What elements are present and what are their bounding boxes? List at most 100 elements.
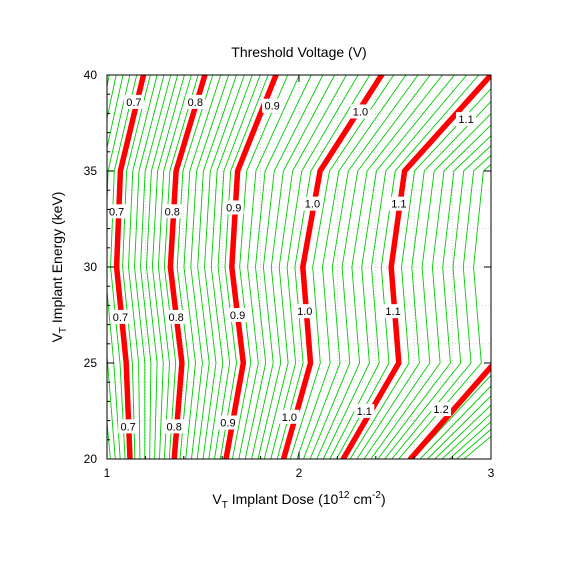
contour-labels: 0.7 0.8 0.9 1.0 1.1 0.7 0.8 0.9 1.0 1.1 0.7 0.8 0.9 1… bbox=[106, 94, 477, 434]
minor-contour-line bbox=[296, 75, 407, 459]
contour-label: 0.7 bbox=[113, 312, 128, 324]
minor-contour-line bbox=[238, 75, 300, 459]
contour-label-bg bbox=[123, 94, 144, 109]
minor-contour-line bbox=[208, 75, 253, 459]
minor-contour-line bbox=[176, 75, 214, 459]
x-title-sub: T bbox=[222, 500, 228, 511]
y-title-prefix: V bbox=[49, 332, 65, 342]
minor-contour-line bbox=[363, 113, 491, 459]
contour-label-bg bbox=[350, 104, 371, 119]
contour-label: 0.7 bbox=[109, 206, 124, 218]
y-title-sub: T bbox=[58, 327, 69, 333]
minor-contour-line bbox=[336, 75, 480, 459]
x-tick-label: 1 bbox=[104, 466, 111, 480]
x-title-prefix: V bbox=[212, 491, 222, 507]
contour-label-bg bbox=[223, 200, 244, 215]
minor-contour-line bbox=[377, 135, 491, 459]
contour-label: 0.7 bbox=[120, 421, 135, 433]
minor-contour-line bbox=[214, 75, 261, 459]
major-contour-0.7 bbox=[113, 75, 147, 459]
minor-contour-line bbox=[190, 75, 230, 459]
contour-label-bg bbox=[388, 196, 409, 211]
major-contour-1.1 bbox=[340, 75, 491, 459]
contour-label-bg bbox=[185, 94, 206, 109]
major-contours bbox=[113, 75, 491, 459]
contour-label-bg bbox=[164, 419, 185, 434]
x-tick-label: 3 bbox=[488, 466, 495, 480]
minor-contour-line bbox=[391, 154, 491, 459]
minor-contour-line bbox=[270, 75, 359, 459]
contour-label-bg bbox=[279, 409, 300, 424]
contour-label: 1.0 bbox=[353, 106, 368, 118]
x-title-unit-sup: -2 bbox=[372, 490, 381, 501]
minor-contour-line bbox=[257, 75, 335, 459]
contour-label-bg bbox=[431, 402, 452, 417]
minor-contour-line bbox=[146, 75, 179, 459]
axis-ticks: 1 2 3 20 25 30 35 40 bbox=[84, 68, 495, 480]
contour-label: 1.0 bbox=[297, 306, 312, 318]
minor-contour-line bbox=[276, 75, 371, 459]
contour-label: 1.1 bbox=[357, 406, 372, 418]
minor-contour-line bbox=[134, 75, 165, 459]
minor-contour-line bbox=[196, 75, 237, 459]
major-contour-0.8 bbox=[167, 75, 208, 459]
contour-label: 0.9 bbox=[220, 418, 235, 430]
minor-contour-line bbox=[412, 374, 491, 459]
contour-label: 1.1 bbox=[385, 306, 400, 318]
x-title-text: Implant Dose (10 bbox=[228, 491, 339, 507]
contour-label-bg bbox=[294, 304, 315, 319]
contour-label-bg bbox=[262, 98, 283, 113]
contour-label-bg bbox=[383, 304, 404, 319]
minor-contour-line bbox=[356, 100, 491, 459]
y-axis-title: VT Implant Energy (keV) bbox=[49, 192, 69, 343]
contour-label-bg bbox=[227, 308, 248, 322]
minor-contour-line bbox=[384, 145, 491, 459]
chart-title: Threshold Voltage (V) bbox=[231, 44, 366, 60]
x-tick-label: 2 bbox=[296, 466, 303, 480]
minor-contour-line bbox=[202, 75, 245, 459]
contour-label-bg bbox=[162, 204, 183, 219]
minor-contour-line bbox=[151, 75, 185, 459]
contour-label: 1.0 bbox=[282, 412, 297, 424]
minor-contour-line bbox=[434, 404, 491, 459]
contour-label: 0.8 bbox=[188, 97, 203, 109]
minor-contour-line bbox=[263, 75, 347, 459]
y-tick-label: 25 bbox=[84, 356, 98, 370]
x-title-close: ) bbox=[381, 491, 386, 507]
contour-label-bg bbox=[110, 309, 131, 324]
contour-label: 1.2 bbox=[433, 404, 448, 416]
minor-contour-line bbox=[157, 75, 192, 459]
contour-label-bg bbox=[302, 196, 323, 211]
minor-contour-line bbox=[316, 75, 443, 459]
x-title-sup: 12 bbox=[338, 490, 350, 501]
contour-label: 0.9 bbox=[226, 202, 241, 214]
contour-label-bg bbox=[118, 419, 139, 434]
minor-contour-line bbox=[244, 75, 312, 459]
minor-contour-line bbox=[370, 124, 491, 459]
contour-label: 0.9 bbox=[230, 310, 245, 322]
minor-contour-line bbox=[183, 75, 222, 459]
minor-contour-line bbox=[289, 75, 395, 459]
contour-label: 0.8 bbox=[168, 312, 183, 324]
minor-contour-line bbox=[349, 88, 491, 459]
contour-label: 0.9 bbox=[264, 101, 279, 113]
y-tick-label: 30 bbox=[84, 260, 98, 274]
minor-contour-line bbox=[122, 75, 151, 459]
y-tick-label: 40 bbox=[84, 68, 98, 82]
minor-contour-line bbox=[303, 75, 419, 459]
minor-contour-line bbox=[107, 75, 131, 459]
minor-contour-line bbox=[419, 385, 491, 459]
minor-contour-line bbox=[463, 435, 491, 459]
y-title-text: Implant Energy (keV) bbox=[49, 192, 65, 327]
major-contour-1.0 bbox=[280, 75, 385, 459]
contour-label: 1.1 bbox=[458, 114, 473, 126]
y-tick-label: 35 bbox=[84, 164, 98, 178]
contour-label: 0.8 bbox=[165, 206, 180, 218]
contour-label-bg bbox=[217, 415, 238, 430]
contour-label: 1.1 bbox=[391, 199, 406, 211]
y-tick-label: 20 bbox=[84, 452, 98, 466]
minor-contour-line bbox=[322, 75, 455, 459]
minor-contour-line bbox=[231, 75, 289, 459]
contour-label-bg bbox=[354, 404, 375, 418]
